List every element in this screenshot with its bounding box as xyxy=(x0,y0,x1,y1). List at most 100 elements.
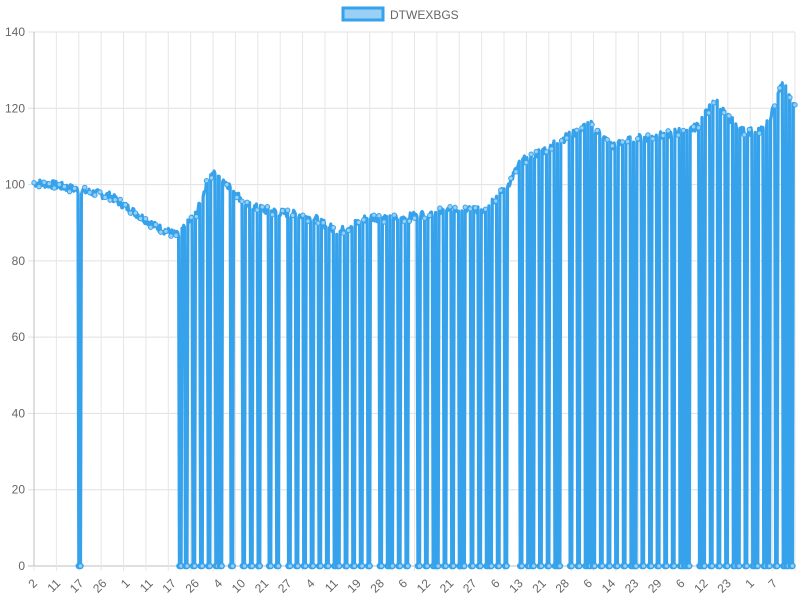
y-tick-label: 40 xyxy=(12,406,26,420)
data-point xyxy=(663,562,670,570)
data-point xyxy=(173,232,179,239)
legend-swatch[interactable] xyxy=(341,6,385,22)
data-point xyxy=(117,196,123,203)
x-tick-label: 4 xyxy=(210,576,225,591)
data-point xyxy=(351,562,358,570)
data-point xyxy=(241,562,248,570)
data-point xyxy=(77,562,84,570)
data-point xyxy=(716,562,723,570)
data-point xyxy=(36,184,42,190)
data-point xyxy=(224,182,230,188)
x-tick-label: 26 xyxy=(90,576,110,596)
x-tick-label: 27 xyxy=(460,576,480,596)
data-point xyxy=(708,562,716,570)
data-point xyxy=(423,562,431,570)
data-point xyxy=(741,132,747,138)
data-point xyxy=(598,562,606,570)
x-tick-label: 7 xyxy=(765,576,780,591)
x-tick-label: 6 xyxy=(580,576,595,591)
data-point xyxy=(756,130,763,136)
data-point xyxy=(317,562,324,570)
data-point xyxy=(538,562,545,570)
data-point xyxy=(248,562,256,570)
data-point xyxy=(87,189,93,196)
x-tick-label: 26 xyxy=(183,576,203,596)
data-point xyxy=(495,562,503,570)
y-tick-label: 80 xyxy=(12,254,26,268)
data-point xyxy=(406,218,413,224)
data-point xyxy=(345,227,352,234)
data-point xyxy=(773,562,781,570)
data-point xyxy=(452,204,458,211)
data-point xyxy=(71,185,78,192)
data-point xyxy=(665,128,671,134)
data-point xyxy=(112,197,118,203)
data-point xyxy=(335,562,343,570)
x-tick-label: 13 xyxy=(506,576,526,596)
data-point xyxy=(675,132,682,138)
data-point xyxy=(792,102,798,108)
data-point xyxy=(660,132,666,139)
data-point xyxy=(127,210,134,216)
data-point xyxy=(343,562,351,570)
x-tick-label: 6 xyxy=(395,576,410,591)
data-point xyxy=(488,562,495,570)
data-point xyxy=(680,127,687,134)
data-point xyxy=(191,562,198,570)
x-tick-label: 2 xyxy=(25,576,40,591)
data-point xyxy=(97,189,103,195)
data-point xyxy=(513,169,519,175)
data-point xyxy=(376,213,382,219)
data-point xyxy=(294,562,302,570)
data-point xyxy=(239,198,245,204)
y-tick-label: 60 xyxy=(12,330,26,344)
data-point xyxy=(564,135,570,141)
data-point xyxy=(366,562,373,570)
data-point xyxy=(284,207,291,213)
x-tick-label: 10 xyxy=(229,576,249,596)
data-point xyxy=(461,562,468,570)
y-tick-label: 140 xyxy=(5,25,25,39)
data-point xyxy=(193,213,200,220)
data-point xyxy=(411,215,418,221)
data-point xyxy=(606,562,614,570)
data-point xyxy=(735,562,743,570)
x-tick-label: 12 xyxy=(414,576,434,596)
data-point xyxy=(632,562,640,570)
data-point xyxy=(772,103,778,109)
data-point xyxy=(492,198,499,204)
data-point xyxy=(695,125,702,131)
data-point xyxy=(724,562,731,570)
data-point xyxy=(640,562,647,570)
data-point xyxy=(56,181,63,188)
data-point xyxy=(269,212,276,218)
data-point xyxy=(528,151,534,157)
legend[interactable]: DTWEXBGS xyxy=(341,6,459,22)
data-point xyxy=(635,136,641,142)
data-point xyxy=(107,197,113,203)
data-point xyxy=(378,562,385,570)
data-point xyxy=(558,138,565,144)
data-point xyxy=(523,159,529,166)
data-point xyxy=(256,562,264,570)
data-point xyxy=(275,562,282,570)
data-point xyxy=(137,215,144,222)
data-point xyxy=(508,175,514,182)
data-point xyxy=(619,139,626,145)
x-tick-label: 6 xyxy=(673,576,688,591)
data-point xyxy=(102,194,108,201)
data-point xyxy=(279,208,286,214)
data-point xyxy=(163,228,169,234)
data-point xyxy=(548,146,555,152)
data-point xyxy=(396,562,404,570)
data-point xyxy=(614,562,621,570)
data-point xyxy=(530,562,537,570)
data-point xyxy=(404,562,411,570)
legend-label[interactable]: DTWEXBGS xyxy=(390,8,459,22)
data-point xyxy=(229,562,236,570)
data-point xyxy=(434,562,442,570)
data-point xyxy=(518,562,526,570)
data-point xyxy=(153,222,159,228)
data-point xyxy=(290,212,296,219)
